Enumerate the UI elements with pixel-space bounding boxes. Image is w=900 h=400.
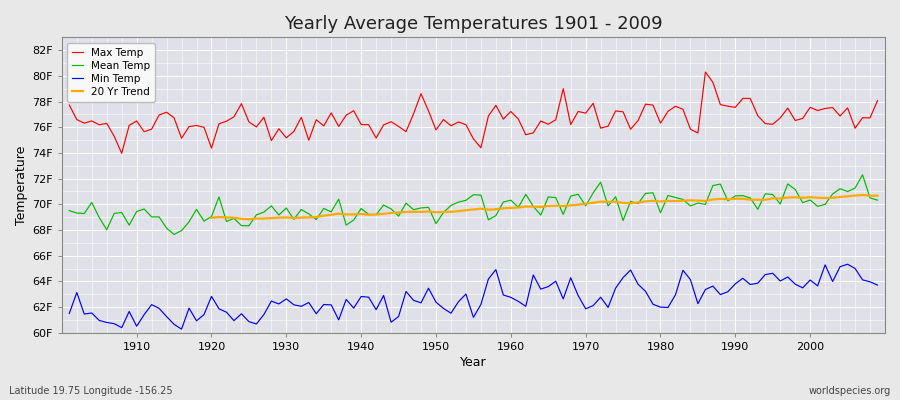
Min Temp (124, 309, 135, 314)
Y-axis label: Temperature: Temperature (15, 145, 28, 225)
20 Yr Trend (333, 211, 344, 216)
Max Temp (341, 113, 352, 118)
X-axis label: Year: Year (460, 356, 487, 369)
Max Temp (872, 98, 883, 103)
Legend: Max Temp, Mean Temp, Min Temp, 20 Yr Trend: Max Temp, Mean Temp, Min Temp, 20 Yr Tre… (67, 42, 156, 102)
Min Temp (341, 297, 352, 302)
Min Temp (513, 299, 524, 304)
Min Temp (842, 262, 853, 267)
20 Yr Trend (498, 206, 508, 211)
Mean Temp (603, 204, 614, 208)
Line: Max Temp: Max Temp (69, 72, 878, 153)
Max Temp (64, 103, 75, 108)
Line: Mean Temp: Mean Temp (69, 175, 878, 234)
20 Yr Trend (872, 193, 883, 198)
Max Temp (513, 117, 524, 122)
Line: Min Temp: Min Temp (69, 264, 878, 329)
Max Temp (296, 115, 307, 120)
Mean Temp (124, 223, 135, 228)
20 Yr Trend (288, 216, 299, 220)
Text: worldspecies.org: worldspecies.org (809, 386, 891, 396)
20 Yr Trend (506, 206, 517, 210)
Mean Temp (341, 223, 352, 228)
Max Temp (506, 109, 517, 114)
Text: Latitude 19.75 Longitude -156.25: Latitude 19.75 Longitude -156.25 (9, 386, 173, 396)
Mean Temp (872, 198, 883, 202)
Min Temp (872, 283, 883, 288)
Min Temp (64, 311, 75, 316)
Max Temp (131, 118, 142, 123)
Min Temp (603, 305, 614, 310)
Max Temp (603, 124, 614, 128)
Max Temp (116, 151, 127, 156)
Mean Temp (168, 232, 179, 237)
Min Temp (176, 327, 187, 332)
Min Temp (506, 295, 517, 300)
Title: Yearly Average Temperatures 1901 - 2009: Yearly Average Temperatures 1901 - 2009 (284, 15, 662, 33)
Min Temp (296, 304, 307, 309)
Max Temp (700, 70, 711, 74)
20 Yr Trend (595, 199, 606, 204)
Mean Temp (506, 198, 517, 202)
Line: 20 Yr Trend: 20 Yr Trend (212, 195, 878, 219)
Mean Temp (296, 207, 307, 212)
Mean Temp (857, 172, 868, 177)
Mean Temp (513, 205, 524, 210)
Mean Temp (64, 208, 75, 213)
